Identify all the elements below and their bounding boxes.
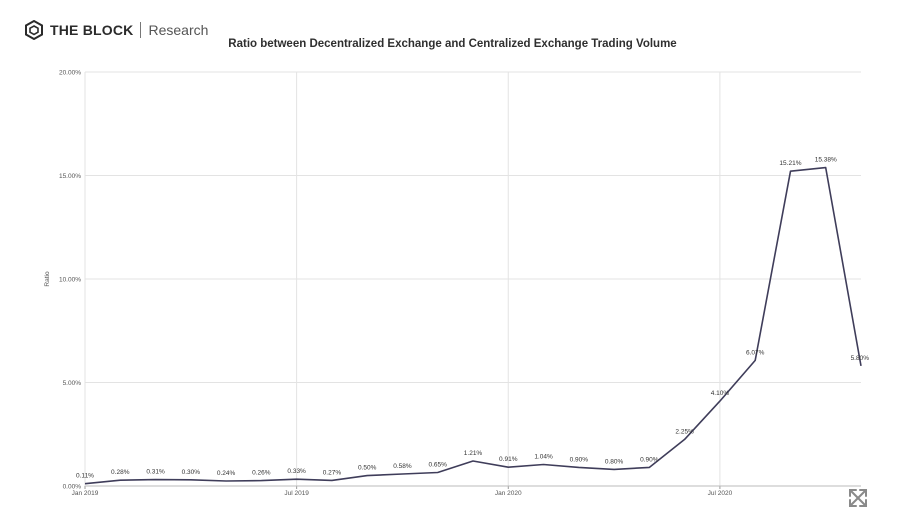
data-label: 0.65% [429, 462, 448, 469]
x-tick-label: Jul 2019 [284, 490, 309, 497]
x-tick-label: Jan 2019 [72, 490, 99, 497]
brand-subtitle: Research [148, 22, 209, 38]
data-label: 0.91% [499, 456, 518, 463]
data-label: 15.38% [815, 157, 837, 164]
data-label: 2.25% [675, 428, 694, 435]
data-label: 0.33% [287, 468, 306, 475]
data-label: 0.24% [217, 470, 236, 477]
data-label: 0.30% [182, 469, 201, 476]
series-line [84, 166, 862, 485]
data-label: 0.27% [323, 469, 342, 476]
data-label: 0.28% [111, 469, 130, 476]
y-tick-label: 5.00% [63, 380, 82, 387]
data-label: 1.21% [464, 450, 483, 457]
y-axis-title: Ratio [44, 271, 51, 287]
chart-title: Ratio between Decentralized Exchange and… [228, 38, 677, 50]
data-label: 15.21% [779, 160, 801, 167]
brand-divider [140, 22, 142, 38]
data-label: 0.26% [252, 470, 271, 477]
data-label: 0.31% [146, 469, 165, 476]
data-label: 0.58% [393, 463, 412, 470]
data-label: 0.80% [605, 458, 624, 465]
data-label: 5.80% [851, 355, 870, 362]
x-tick-label: Jan 2020 [495, 490, 522, 497]
y-tick-label: 15.00% [59, 173, 81, 180]
data-label: 0.90% [570, 456, 589, 463]
data-label: 0.50% [358, 465, 377, 472]
fullscreen-button[interactable] [847, 487, 869, 509]
y-tick-label: 20.00% [59, 70, 81, 77]
brand-name: THE BLOCK [50, 22, 134, 38]
y-tick-label: 10.00% [59, 277, 81, 284]
expand-arrows-icon [849, 489, 867, 507]
y-tick-label: 0.00% [63, 484, 82, 491]
data-label: 6.07% [746, 349, 765, 356]
data-label: 0.11% [76, 473, 94, 480]
the-block-cube-icon [25, 20, 43, 40]
x-tick-label: Jul 2020 [708, 490, 733, 497]
data-label: 0.90% [640, 456, 659, 463]
brand: THE BLOCK Research [25, 20, 208, 40]
data-label: 1.04% [534, 453, 553, 460]
data-label: 4.10% [711, 390, 730, 397]
